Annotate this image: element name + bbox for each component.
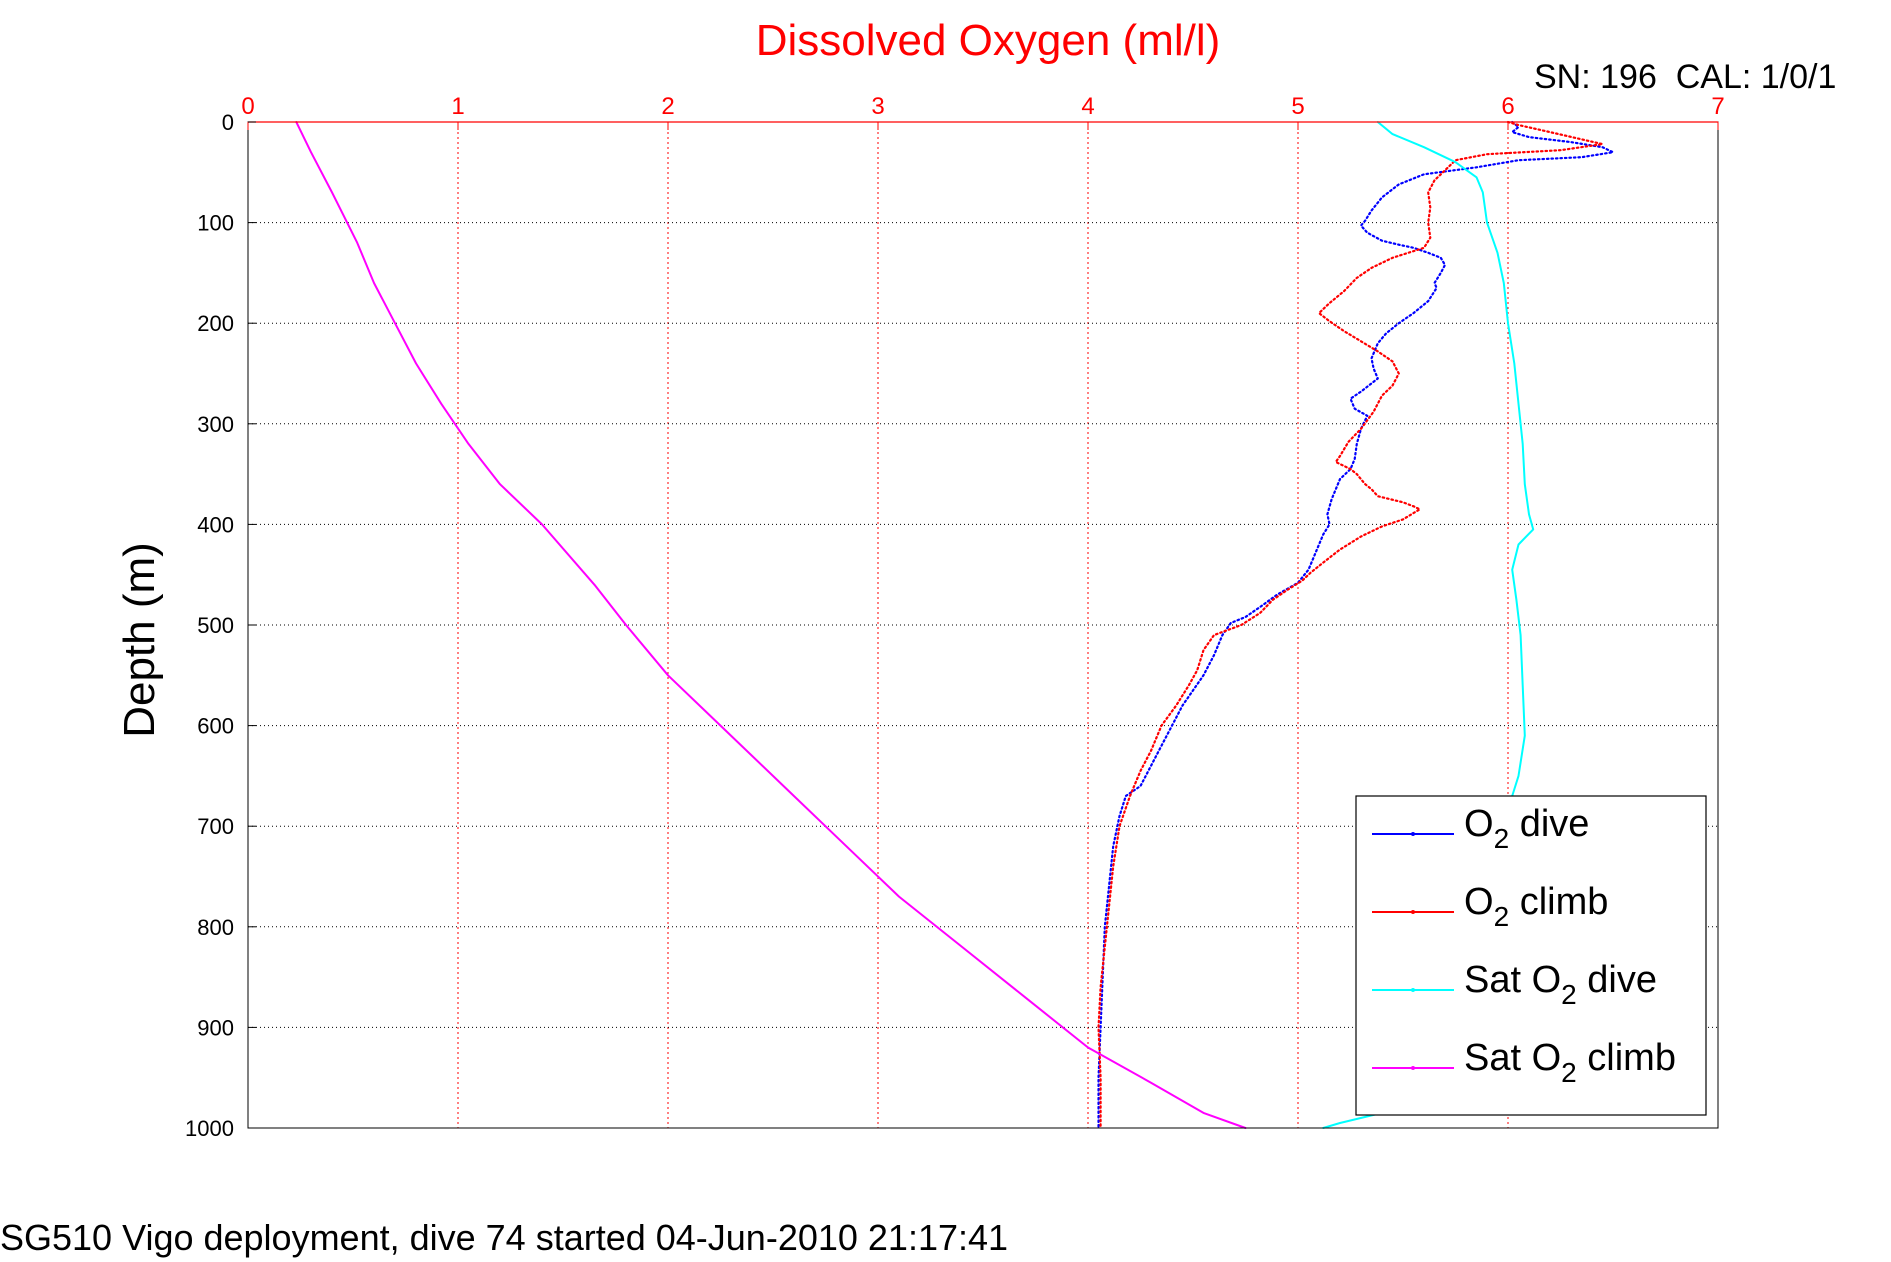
x-tick-label: 6: [1501, 93, 1514, 120]
x-tick-label: 4: [1081, 93, 1094, 120]
y-tick-label: 0: [222, 110, 234, 135]
y-tick-label: 200: [197, 311, 234, 336]
y-tick-label: 100: [197, 211, 234, 236]
series-sat-o2-climb-line: [295, 121, 1247, 1129]
chart-title: Dissolved Oxygen (ml/l): [756, 16, 1221, 65]
x-tick-label: 0: [241, 93, 254, 120]
series-o2-dive-line: [1097, 120, 1615, 1130]
y-tick-label: 500: [197, 613, 234, 638]
legend-marker-o2-climb: [1411, 910, 1415, 914]
x-tick-label: 1: [451, 93, 464, 120]
x-tick-label: 3: [871, 93, 884, 120]
y-tick-label: 800: [197, 915, 234, 940]
x-tick-label: 5: [1291, 93, 1304, 120]
y-ticks: 0 100 200 300 400 500 600 700 800 900 1000: [185, 110, 256, 1141]
legend-box: [1355, 795, 1707, 1116]
y-tick-label: 400: [197, 512, 234, 537]
y-tick-label: 1000: [185, 1116, 234, 1141]
legend-label-sat-o2-dive: Sat O2 dive: [1464, 959, 1657, 1010]
legend-label-o2-climb: O2 climb: [1464, 881, 1608, 932]
legend: O2 dive O2 climb Sat O2 dive Sat O2 climb: [1355, 795, 1707, 1116]
legend-label-sat-o2-climb: Sat O2 climb: [1464, 1037, 1676, 1088]
y-axis-label: Depth (m): [115, 542, 164, 738]
y-tick-label: 700: [197, 814, 234, 839]
calibration-annotation: SN: 196 CAL: 1/0/1: [1534, 58, 1836, 96]
x-ticks: 0 1 2 3 4 5 6 7: [241, 93, 1725, 130]
y-tick-label: 900: [197, 1015, 234, 1040]
legend-marker-sat-o2-dive: [1411, 988, 1415, 992]
y-tick-label: 300: [197, 412, 234, 437]
series-o2-climb-line: [1097, 120, 1604, 1130]
y-tick-label: 600: [197, 714, 234, 739]
dive-info-footer: SG510 Vigo deployment, dive 74 started 0…: [0, 1217, 1008, 1258]
x-tick-label: 2: [661, 93, 674, 120]
legend-marker-o2-dive: [1411, 832, 1415, 836]
legend-marker-sat-o2-climb: [1411, 1066, 1415, 1070]
x-tick-label: 7: [1711, 93, 1724, 120]
legend-label-o2-dive: O2 dive: [1464, 803, 1589, 854]
